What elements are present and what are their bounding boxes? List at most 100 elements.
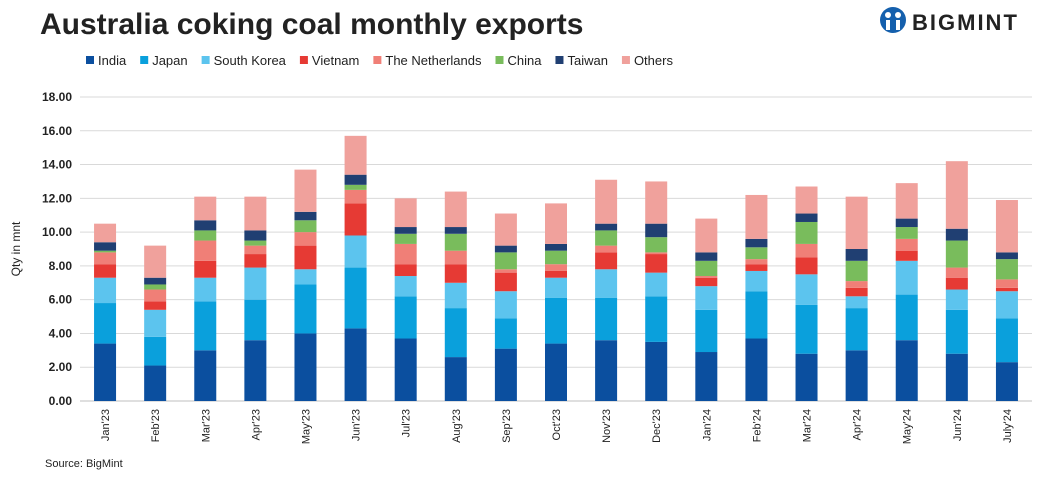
legend-label: Taiwan <box>567 53 607 68</box>
bar-segment <box>194 196 217 221</box>
bar-segment <box>394 264 417 277</box>
bar-segment <box>94 223 117 243</box>
bar-segment <box>895 250 918 261</box>
bar-segment <box>144 309 167 337</box>
bar-segment <box>695 352 718 401</box>
chart-title: Australia coking coal monthly exports <box>40 8 583 41</box>
logo-text: BIGMINT <box>912 10 1019 35</box>
bar-segment <box>244 240 267 246</box>
bar-segment <box>595 297 618 341</box>
bar-segment <box>895 183 918 219</box>
y-tick-label: 6.00 <box>49 293 73 307</box>
bar-segment <box>144 277 167 285</box>
bar-segment <box>394 276 417 297</box>
x-tick-label: Jun'24 <box>952 409 964 441</box>
bar-segment <box>995 200 1018 253</box>
bar-segment <box>294 220 317 233</box>
bar-segment <box>945 267 968 278</box>
bar-segment <box>845 281 868 288</box>
bar-segment <box>745 291 768 339</box>
legend-label: The Netherlands <box>385 53 482 68</box>
bar-segment <box>845 308 868 351</box>
bar-segment <box>294 211 317 221</box>
bar-segment <box>945 353 968 401</box>
bar-segment <box>995 318 1018 363</box>
bar-segment <box>194 301 217 351</box>
bar-segment <box>244 254 267 268</box>
bar-segment <box>745 264 768 271</box>
bar-segment <box>645 254 668 273</box>
bar-segment <box>645 223 668 238</box>
bar-segment <box>995 287 1018 292</box>
x-tick-label: Mar'24 <box>802 409 814 442</box>
legend-label: Others <box>634 53 674 68</box>
bar-segment <box>945 228 968 241</box>
bar-segment <box>94 277 117 304</box>
bar-segment <box>695 218 718 253</box>
legend-label: China <box>508 53 543 68</box>
bar-segment <box>695 286 718 310</box>
bar-segment <box>294 245 317 270</box>
bar-segment <box>745 247 768 260</box>
bar-segment <box>545 277 567 298</box>
legend-swatch <box>86 56 94 64</box>
bar-segment <box>595 179 618 224</box>
bar-segment <box>494 245 517 253</box>
y-tick-label: 18.00 <box>42 90 72 104</box>
bar-segment <box>545 243 567 251</box>
bar-segment <box>444 308 467 358</box>
bar-segment <box>645 252 668 255</box>
bar-segment <box>294 169 317 212</box>
x-tick-label: May'23 <box>300 409 312 444</box>
bar-segment <box>795 186 818 214</box>
bar-segment <box>645 341 668 401</box>
bar-segment <box>394 243 417 265</box>
x-tick-label: Mar'23 <box>200 409 212 442</box>
logo-icon-bar <box>886 20 890 30</box>
bar-segment <box>695 260 718 277</box>
bar-segment <box>945 277 968 290</box>
y-tick-label: 10.00 <box>42 225 72 239</box>
x-tick-label: Dec'23 <box>651 409 663 443</box>
legend-label: India <box>98 53 127 68</box>
y-tick-label: 12.00 <box>42 191 72 205</box>
bar-segment <box>745 270 768 292</box>
bar-segment <box>595 269 618 298</box>
bar-segment <box>545 264 567 271</box>
bar-segment <box>545 297 567 344</box>
bar-segment <box>895 260 918 295</box>
legend-label: South Korea <box>214 53 287 68</box>
legend-label: Vietnam <box>312 53 359 68</box>
bar-segment <box>995 252 1018 260</box>
logo-icon <box>880 7 906 33</box>
bar-segment <box>995 362 1018 401</box>
bar-segment <box>344 174 367 185</box>
bar-segment <box>595 340 618 401</box>
bar-segment <box>144 365 167 401</box>
bar-segment <box>94 242 117 251</box>
bar-segment <box>144 336 167 366</box>
bar-segment <box>244 196 267 231</box>
bar-segment <box>244 230 267 241</box>
bar-segment <box>194 230 217 241</box>
bar-segment <box>144 301 167 310</box>
bar-segment <box>595 230 618 246</box>
x-tick-label: Jan'23 <box>100 409 112 441</box>
bar-segment <box>895 294 918 341</box>
bar-segment <box>494 213 517 246</box>
logo-icon-bar <box>896 20 900 30</box>
bar-segment <box>595 223 618 231</box>
bar-segment <box>945 309 968 354</box>
bar-segment <box>795 257 818 275</box>
bar-segment <box>444 264 467 283</box>
bar-segment <box>244 299 267 341</box>
bar-segment <box>845 196 868 249</box>
bar-segment <box>645 296 668 342</box>
bar-segment <box>695 276 718 278</box>
bar-segment <box>444 250 467 265</box>
bar-segment <box>444 191 467 228</box>
y-tick-label: 8.00 <box>49 259 73 273</box>
legend-swatch <box>201 56 210 64</box>
